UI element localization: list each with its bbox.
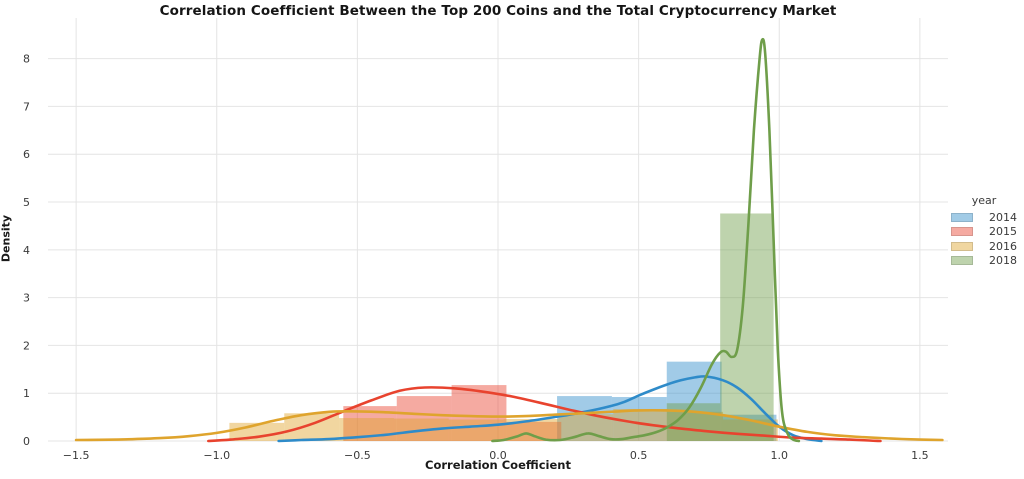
y-tick-label: 4 <box>23 244 30 257</box>
y-tick-label: 3 <box>23 292 30 305</box>
legend-swatch-2016 <box>951 241 973 251</box>
legend-swatch-2015 <box>951 227 973 237</box>
kde-line-2016 <box>74 408 944 442</box>
kde-line-2014 <box>277 375 823 443</box>
y-tick-label: 0 <box>23 435 30 448</box>
hist-bar-2016 <box>668 411 723 441</box>
legend-label: 2014 <box>989 210 1017 224</box>
legend-label: 2015 <box>989 225 1017 239</box>
legend-entry: 2015 <box>951 225 1017 240</box>
y-tick-label: 2 <box>23 339 30 352</box>
legend-label: 2016 <box>989 239 1017 253</box>
legend: year 2014 2015 2016 2018 <box>951 194 1017 268</box>
legend-title: year <box>971 194 997 207</box>
x-tick-label: 0.0 <box>489 449 507 462</box>
legend-entry: 2014 <box>951 210 1017 225</box>
y-tick-label: 8 <box>23 53 30 66</box>
legend-label: 2018 <box>989 254 1017 268</box>
y-tick-label: 1 <box>23 387 30 400</box>
y-axis-label: Density <box>0 214 13 263</box>
x-tick-label: −1.0 <box>203 449 230 462</box>
x-tick-label: 1.0 <box>771 449 789 462</box>
y-tick-label: 6 <box>23 148 30 161</box>
legend-swatch-2018 <box>951 256 973 266</box>
legend-entry: 2016 <box>951 239 1017 254</box>
x-tick-label: −0.5 <box>344 449 371 462</box>
legend-entries: 2014 2015 2016 2018 <box>951 210 1017 268</box>
hist-bar-2016 <box>448 419 504 441</box>
x-tick-label: 0.5 <box>630 449 648 462</box>
kde-line-2018 <box>491 37 801 443</box>
chart-title: Correlation Coefficient Between the Top … <box>159 3 837 19</box>
legend-entry: 2018 <box>951 254 1017 269</box>
x-tick-label: 1.5 <box>911 449 929 462</box>
y-tick-label: 7 <box>23 100 30 113</box>
x-tick-label: −1.5 <box>63 449 90 462</box>
y-tick-label: 5 <box>23 196 30 209</box>
x-axis-label: Correlation Coefficient <box>425 458 571 472</box>
legend-swatch-2014 <box>951 212 973 222</box>
